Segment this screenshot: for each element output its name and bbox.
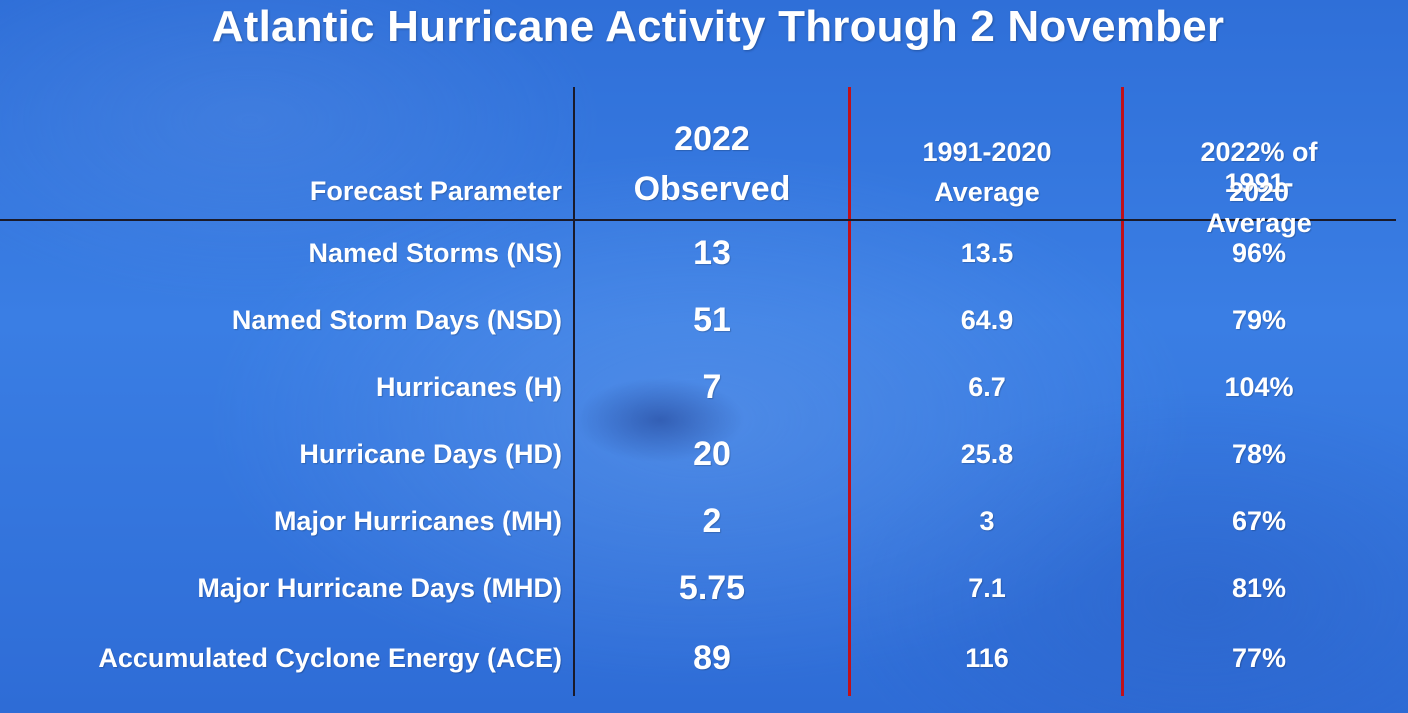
cell-percent: 78%: [1231, 439, 1287, 469]
cell-percent: 96%: [1231, 238, 1287, 268]
cell-average: 116: [965, 643, 1009, 673]
cell-parameter: Hurricanes (H): [375, 372, 562, 402]
cell-percent: 104%: [1224, 372, 1294, 402]
header-average-line1: 1991-2020: [922, 137, 1052, 167]
cell-average: 64.9: [960, 305, 1014, 335]
cell-average: 3: [979, 506, 995, 536]
header-2022-observed-line2: Observed: [633, 170, 791, 208]
cell-average: 7.1: [968, 573, 1006, 603]
slide-title: Atlantic Hurricane Activity Through 2 No…: [211, 2, 1225, 51]
cell-observed: 20: [693, 435, 731, 473]
column-divider-observed: [848, 87, 851, 696]
cell-observed: 13: [693, 234, 731, 272]
cell-percent: 67%: [1231, 506, 1287, 536]
column-divider-param: [573, 87, 575, 696]
cell-parameter: Named Storms (NS): [308, 238, 562, 268]
cell-percent: 77%: [1231, 643, 1287, 673]
header-percent-line2: 2020 Average: [1206, 177, 1312, 238]
cell-observed: 2: [702, 502, 722, 540]
column-divider-average: [1121, 87, 1124, 696]
cell-average: 6.7: [968, 372, 1006, 402]
cell-observed: 89: [693, 639, 731, 677]
cell-parameter: Named Storm Days (NSD): [231, 305, 562, 335]
cell-average: 13.5: [960, 238, 1014, 268]
header-2022-observed-line1: 2022: [674, 120, 750, 158]
cell-average: 25.8: [960, 439, 1014, 469]
header-divider: [0, 219, 1396, 221]
cell-observed: 7: [702, 368, 722, 406]
cell-observed: 5.75: [678, 569, 746, 607]
header-percent-line1: 2022% of 1991-: [1200, 137, 1318, 198]
cell-parameter: Major Hurricanes (MH): [273, 506, 562, 536]
header-forecast-parameter: Forecast Parameter: [309, 176, 562, 206]
cell-observed: 51: [693, 301, 731, 339]
cell-parameter: Major Hurricane Days (MHD): [197, 573, 562, 603]
header-average-line2: Average: [934, 177, 1040, 207]
cell-percent: 79%: [1231, 305, 1287, 335]
cell-parameter: Accumulated Cyclone Energy (ACE): [98, 643, 562, 673]
cell-parameter: Hurricane Days (HD): [299, 439, 562, 469]
cell-percent: 81%: [1231, 573, 1287, 603]
